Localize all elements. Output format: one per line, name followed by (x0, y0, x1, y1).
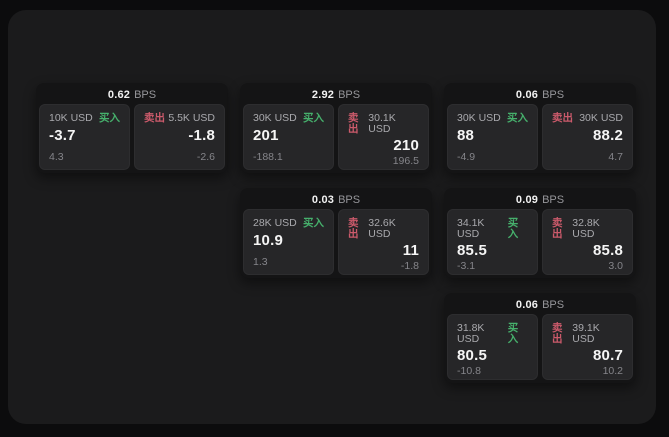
sell-price: 85.8 (593, 242, 623, 259)
buy-amount: 30K USD (457, 112, 501, 124)
sell-cell[interactable]: 卖出 39.1K USD 80.7 10.2 (542, 314, 633, 380)
sell-cell[interactable]: 卖出 30.1K USD 210 196.5 (338, 104, 429, 170)
bps-unit-label: BPS (338, 193, 361, 206)
sell-price: 210 (393, 137, 419, 154)
bps-unit-label: BPS (542, 193, 565, 206)
quote-card[interactable]: 0.03 BPS 28K USD 买入 10.9 1.3 卖出 32.6K US… (240, 188, 432, 278)
buy-amount: 34.1K USD (457, 217, 485, 240)
buy-price: 85.5 (457, 242, 487, 259)
buy-cell[interactable]: 34.1K USD 买入 85.5 -3.1 (447, 209, 538, 275)
buy-side-label: 买入 (507, 112, 528, 124)
bps-spread-header: 0.06 BPS (444, 293, 636, 314)
buy-amount: 30K USD (253, 112, 297, 124)
buy-price: 10.9 (253, 231, 283, 249)
bps-value: 0.03 (311, 193, 335, 206)
sell-cell[interactable]: 卖出 30K USD 88.2 4.7 (542, 104, 633, 170)
sell-cell[interactable]: 卖出 32.8K USD 85.8 3.0 (542, 209, 633, 275)
buy-price: 80.5 (457, 347, 487, 364)
buy-cell[interactable]: 30K USD 买入 88 -4.9 (447, 104, 538, 170)
bps-spread-header: 0.62 BPS (36, 83, 228, 104)
buy-change: -188.1 (253, 151, 283, 163)
sell-amount: 32.6K USD (368, 217, 396, 240)
bps-unit-label: BPS (542, 298, 565, 311)
buy-cell[interactable]: 31.8K USD 买入 80.5 -10.8 (447, 314, 538, 380)
buy-amount: 10K USD (49, 112, 93, 124)
sell-price: -1.8 (188, 126, 215, 144)
sell-side-label: 卖出 (552, 217, 563, 240)
sell-side-label: 卖出 (552, 112, 573, 124)
buy-price: 201 (253, 126, 279, 144)
bps-value: 0.62 (107, 88, 131, 101)
quote-card[interactable]: 0.09 BPS 34.1K USD 买入 85.5 -3.1 卖出 32.8K… (444, 188, 636, 278)
bps-spread-header: 0.06 BPS (444, 83, 636, 104)
buy-change: 1.3 (253, 256, 268, 268)
sell-change: 3.0 (608, 259, 623, 272)
sell-amount: 32.8K USD (572, 217, 600, 240)
bps-spread-header: 0.03 BPS (240, 188, 432, 209)
buy-change: 4.3 (49, 151, 64, 163)
bps-unit-label: BPS (338, 88, 361, 101)
buy-cell[interactable]: 30K USD 买入 201 -188.1 (243, 104, 334, 170)
sell-cell[interactable]: 卖出 5.5K USD -1.8 -2.6 (134, 104, 225, 170)
buy-change: -4.9 (457, 151, 476, 163)
sell-side-label: 卖出 (144, 112, 165, 124)
buy-change: -10.8 (457, 364, 481, 377)
buy-cell[interactable]: 10K USD 买入 -3.7 4.3 (39, 104, 130, 170)
buy-price: -3.7 (49, 126, 76, 144)
sell-change: 4.7 (608, 151, 623, 163)
sell-price: 80.7 (593, 347, 623, 364)
bps-value: 0.06 (515, 298, 539, 311)
buy-amount: 28K USD (253, 217, 297, 229)
bps-value: 2.92 (311, 88, 335, 101)
buy-cell[interactable]: 28K USD 买入 10.9 1.3 (243, 209, 334, 275)
sell-side-label: 卖出 (348, 112, 359, 135)
sell-change: 196.5 (392, 154, 419, 167)
buy-side-label: 买入 (507, 217, 519, 240)
sell-amount: 5.5K USD (168, 112, 215, 124)
sell-change: -1.8 (400, 259, 419, 272)
sell-amount: 30.1K USD (368, 112, 396, 135)
buy-side-label: 买入 (99, 112, 120, 124)
buy-amount: 31.8K USD (457, 322, 485, 345)
quote-card[interactable]: 0.06 BPS 31.8K USD 买入 80.5 -10.8 卖出 39.1… (444, 293, 636, 383)
buy-side-label: 买入 (507, 322, 519, 345)
buy-side-label: 买入 (303, 112, 324, 124)
sell-price: 88.2 (593, 126, 623, 144)
buy-price: 88 (457, 126, 475, 144)
buy-change: -3.1 (457, 259, 476, 272)
bps-spread-header: 2.92 BPS (240, 83, 432, 104)
quote-card[interactable]: 0.06 BPS 30K USD 买入 88 -4.9 卖出 30K USD 8… (444, 83, 636, 173)
sell-cell[interactable]: 卖出 32.6K USD 11 -1.8 (338, 209, 429, 275)
sell-amount: 30K USD (579, 112, 623, 124)
sell-change: 10.2 (602, 364, 623, 377)
sell-side-label: 卖出 (552, 322, 563, 345)
bps-unit-label: BPS (542, 88, 565, 101)
dashboard-panel: 0.62 BPS 10K USD 买入 -3.7 4.3 卖出 5.5K USD… (8, 10, 656, 424)
buy-side-label: 买入 (303, 217, 324, 229)
bps-value: 0.06 (515, 88, 539, 101)
sell-side-label: 卖出 (348, 217, 359, 240)
sell-amount: 39.1K USD (572, 322, 600, 345)
sell-change: -2.6 (196, 151, 215, 163)
bps-value: 0.09 (515, 193, 539, 206)
quote-card[interactable]: 0.62 BPS 10K USD 买入 -3.7 4.3 卖出 5.5K USD… (36, 83, 228, 173)
sell-price: 11 (402, 242, 419, 259)
quote-card[interactable]: 2.92 BPS 30K USD 买入 201 -188.1 卖出 30.1K … (240, 83, 432, 173)
bps-unit-label: BPS (134, 88, 157, 101)
bps-spread-header: 0.09 BPS (444, 188, 636, 209)
